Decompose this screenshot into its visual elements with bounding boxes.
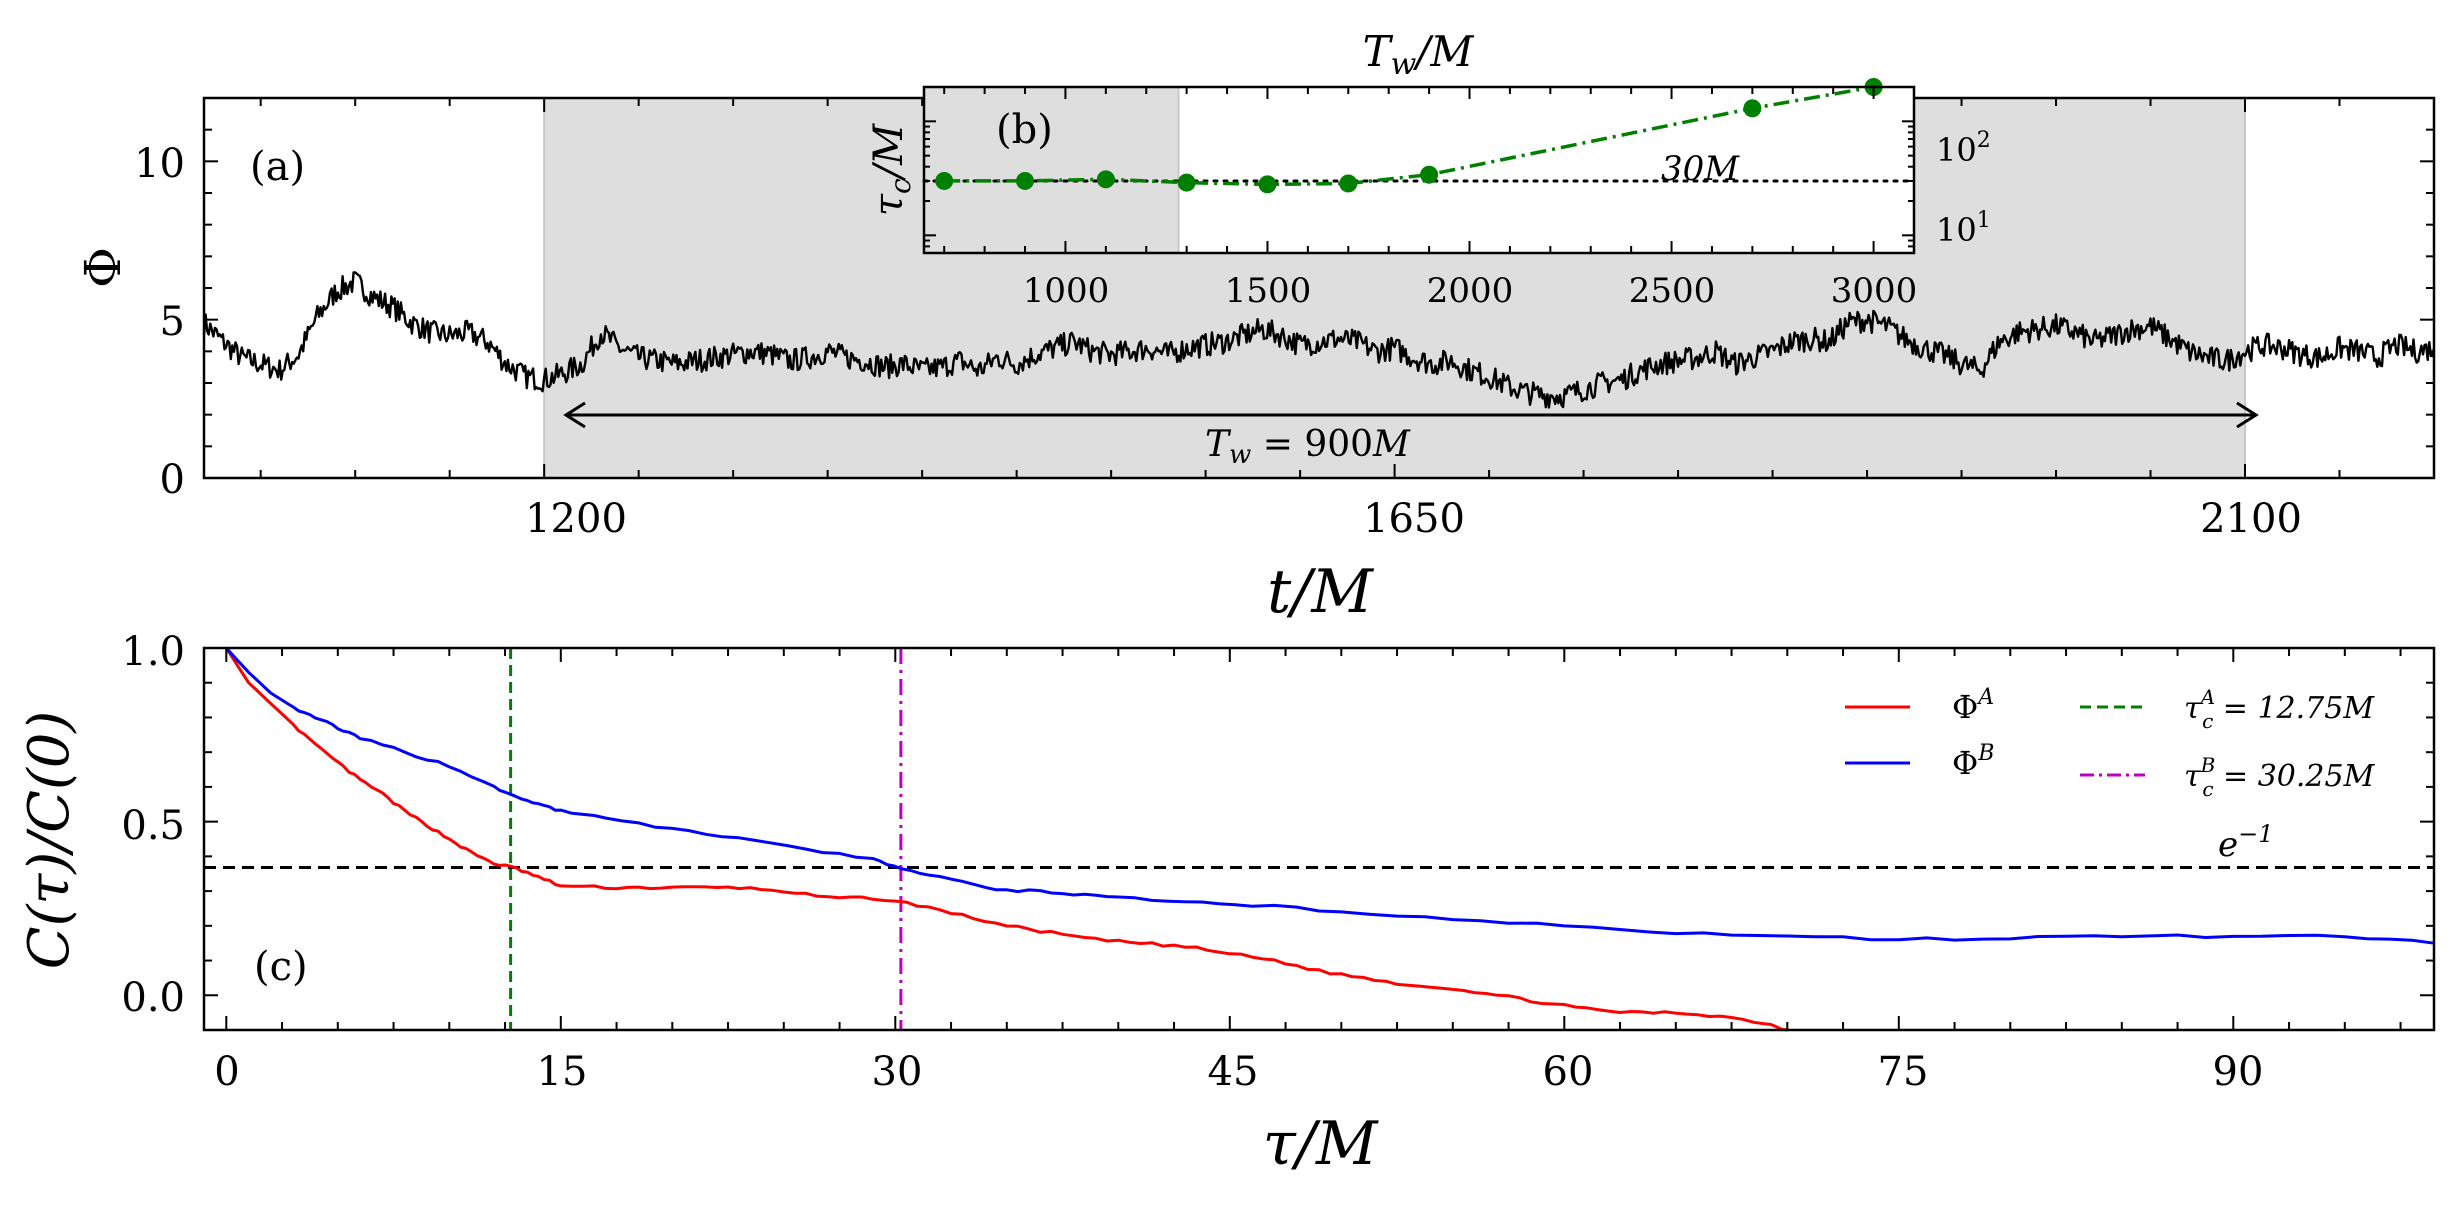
panel-c-frame [202, 646, 2436, 1032]
legend: ΦA ΦB τA c = 12.75M τB c = 30.25M [1845, 685, 2376, 801]
panel-c-xtick-75: 75 [1878, 1049, 1929, 1095]
tau-c-point-2700 [1743, 99, 1762, 118]
panel-a-ytick-0: 0 [160, 457, 185, 503]
tau-c-point-900 [1016, 171, 1035, 190]
phi-timeseries-line [202, 271, 2436, 409]
panel-b-ticks [924, 86, 1915, 254]
panel-b-ref-label: 30M [1661, 149, 1740, 189]
panel-c-series [225, 646, 2435, 1032]
tau-c-point-1300 [1177, 173, 1196, 192]
panel-b-xtick-2500: 2500 [1629, 271, 1716, 311]
phi-b-autocorrelation-line [225, 646, 2435, 945]
panel-a-series [202, 271, 2436, 409]
legend-label-phi-b: ΦB [1952, 741, 1994, 782]
tau-c-point-1900 [1420, 165, 1439, 184]
panel-c-ylabel: C(τ)/C(0) [17, 711, 82, 970]
panel-b-ytick-100: 102 [1936, 128, 1991, 169]
panel-b-xtick-3000: 3000 [1831, 271, 1918, 311]
legend-label-phi-a: ΦA [1952, 685, 1994, 726]
panel-c-ticks [204, 647, 2434, 1031]
e-inverse-label: e−1 [2218, 820, 2274, 865]
panel-c-xtick-30: 30 [872, 1049, 923, 1095]
panel-b-title: Tw/M [1363, 27, 1475, 82]
panel-b-frame [922, 85, 1916, 255]
panel-b-xtick-1000: 1000 [1023, 271, 1110, 311]
panel-b-ylabel: τc/M [866, 123, 917, 216]
inset-shaded-window [923, 86, 1180, 254]
panel-c-xtick-15: 15 [537, 1049, 588, 1095]
window-arrow-label: Tw = 900M [1205, 424, 1411, 470]
panel-c-ytick-0: 0.0 [121, 975, 185, 1021]
panel-a-ytick-5: 5 [160, 299, 185, 345]
panel-c-xtick-0: 0 [214, 1049, 239, 1095]
tau-c-point-1100 [1096, 170, 1115, 189]
tau-c-point-1700 [1339, 174, 1358, 193]
panel-a-label: (a) [250, 144, 305, 190]
panel-a-xtick-1650: 1650 [1363, 496, 1465, 542]
panel-c-xtick-45: 45 [1208, 1049, 1259, 1095]
panel-c-ytick-05: 0.5 [121, 803, 185, 849]
panel-a-xtick-2100: 2100 [2200, 496, 2302, 542]
panel-c-xtick-60: 60 [1543, 1049, 1594, 1095]
panel-c-xlabel: τ/M [1263, 1109, 1379, 1179]
panel-b-xtick-2000: 2000 [1427, 271, 1514, 311]
tau-c-point-1500 [1258, 175, 1277, 194]
panel-b-xtick-1500: 1500 [1225, 271, 1312, 311]
legend-label-tau-b: τB c = 30.25M [2184, 753, 2376, 801]
panel-c-ytick-1: 1.0 [121, 629, 185, 675]
legend-label-tau-a: τA c = 12.75M [2184, 685, 2375, 733]
panel-b-ytick-10: 101 [1936, 208, 1991, 249]
panel-a-xlabel: t/M [1267, 557, 1374, 627]
panel-b-label: (b) [996, 107, 1053, 153]
panel-a-xtick-1200: 1200 [525, 496, 627, 542]
panel-c-label: (c) [254, 944, 308, 990]
phi-a-autocorrelation-line [225, 647, 1788, 1032]
tau-c-point-700 [935, 171, 954, 190]
panel-a-ylabel: Φ [74, 247, 132, 288]
panel-b-shaded-window [923, 86, 1180, 254]
panel-c-reference-lines [204, 648, 2434, 1030]
panel-b-inset: (b) Tw/M τc/M 30M 1000 1500 2000 2500 30… [866, 27, 1991, 311]
panel-b-series [935, 78, 1883, 194]
panel-c-xtick-90: 90 [2213, 1049, 2264, 1095]
window-arrow [563, 401, 2259, 429]
panel-c: (c) C(τ)/C(0) τ/M 0.0 0.5 1.0 0 15 30 45… [17, 629, 2436, 1179]
panel-a-ytick-10: 10 [134, 141, 185, 187]
